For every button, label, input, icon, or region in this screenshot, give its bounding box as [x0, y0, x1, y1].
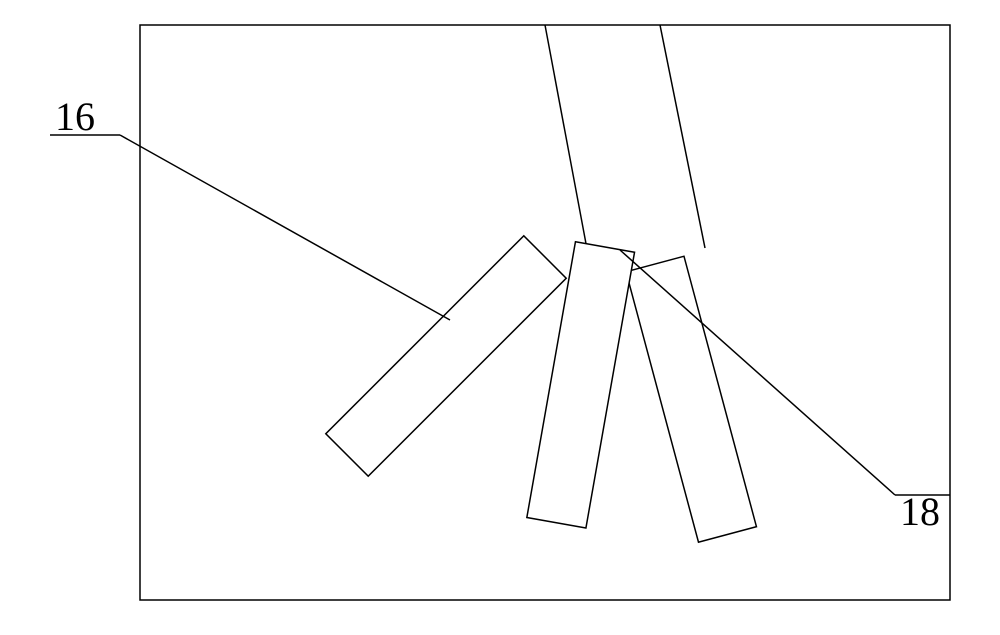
label-18: 18 — [900, 489, 940, 534]
shaft-left-edge — [545, 25, 590, 265]
shaft-right-edge — [660, 25, 705, 248]
leader-16 — [120, 135, 450, 320]
bar-right — [626, 256, 756, 542]
label-16: 16 — [55, 94, 95, 139]
bar-left — [326, 236, 566, 476]
